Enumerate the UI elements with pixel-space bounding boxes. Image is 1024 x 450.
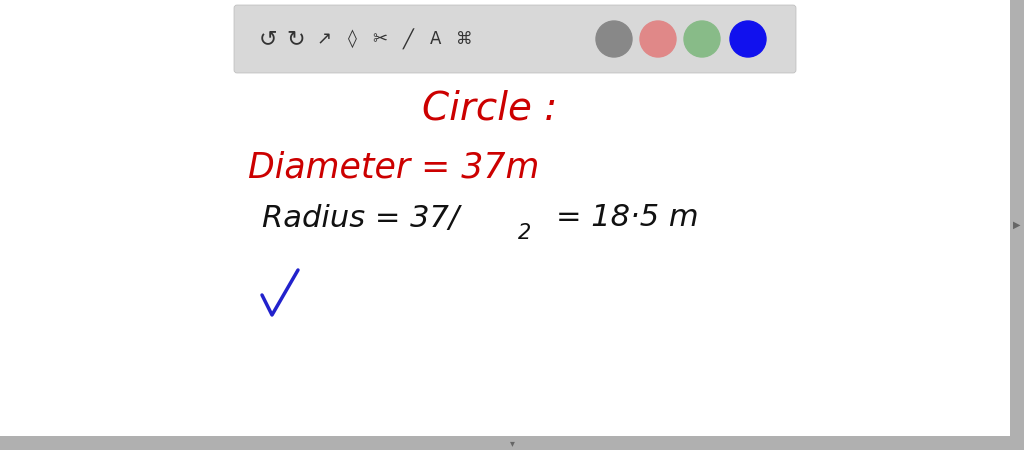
Text: 2: 2: [518, 223, 531, 243]
Text: ▶: ▶: [1014, 220, 1021, 230]
FancyBboxPatch shape: [234, 5, 796, 73]
Bar: [0, 436, 1024, 450]
Text: Circle :: Circle :: [422, 89, 558, 127]
Text: ╱: ╱: [402, 28, 414, 50]
Circle shape: [640, 21, 676, 57]
Text: Diameter = 37m: Diameter = 37m: [248, 151, 540, 185]
Circle shape: [596, 21, 632, 57]
Text: ▾: ▾: [510, 438, 514, 448]
Text: ↻: ↻: [287, 29, 305, 49]
Text: ⌘: ⌘: [456, 30, 472, 48]
Bar: [1010, 0, 1024, 450]
Circle shape: [684, 21, 720, 57]
Circle shape: [730, 21, 766, 57]
Text: A: A: [430, 30, 441, 48]
Text: ◊: ◊: [347, 30, 356, 48]
Text: ↗: ↗: [316, 30, 332, 48]
Text: = 18·5 m: = 18·5 m: [556, 203, 698, 233]
Text: ✂: ✂: [373, 30, 387, 48]
Text: ↺: ↺: [259, 29, 278, 49]
Text: Radius = 37/: Radius = 37/: [262, 203, 459, 233]
